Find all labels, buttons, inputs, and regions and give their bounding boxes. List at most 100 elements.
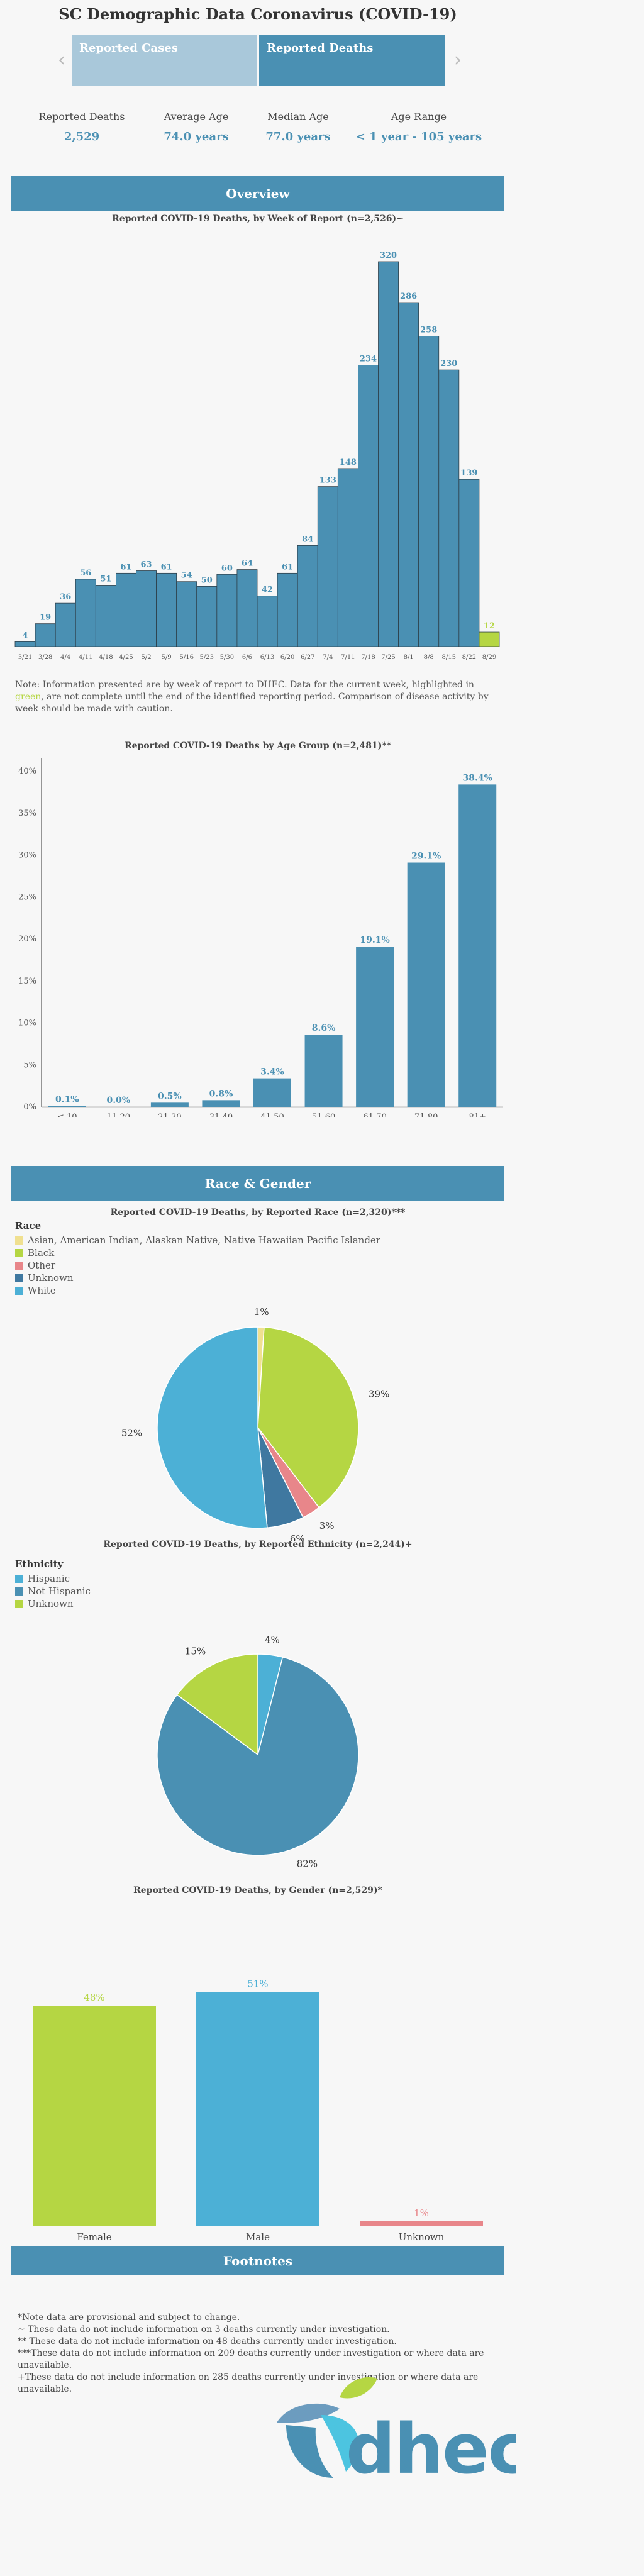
legend-swatch: [15, 1587, 23, 1596]
x-tick-label: 21-30: [158, 1113, 181, 1117]
bar: [304, 1035, 343, 1107]
bar-value-label: 63: [140, 560, 152, 570]
footnote: ** These data do not include information…: [18, 2336, 397, 2346]
legend-swatch: [15, 1599, 23, 1608]
bar-value-label: 61: [282, 562, 293, 572]
stat-age-range: Age Range < 1 year - 105 years: [343, 111, 494, 143]
bar-value-label: 234: [360, 354, 377, 364]
chart-title-age: Reported COVID-19 Deaths by Age Group (n…: [124, 741, 392, 751]
note-highlight: green: [15, 692, 42, 702]
legend-item: Unknown: [15, 1597, 91, 1610]
pie-slice-label: 4%: [265, 1634, 280, 1645]
logo-leaf-green: [340, 2377, 377, 2399]
note-text-before: Note: Information presented are by week …: [15, 680, 474, 690]
legend-item: Asian, American Indian, Alaskan Native, …: [15, 1234, 380, 1246]
stat-label: Reported Deaths: [38, 111, 125, 123]
stat-label: Median Age: [267, 111, 329, 123]
x-tick-label: 8/29: [482, 654, 496, 661]
bar-value-label: 29.1%: [411, 852, 441, 862]
bar: [317, 486, 338, 647]
stat-reported-deaths: Reported Deaths 2,529: [25, 111, 138, 143]
bar: [14, 641, 36, 647]
logo-body-sky: [321, 2415, 359, 2472]
x-tick-label: 4/25: [119, 654, 133, 661]
pie-slice-label: 52%: [121, 1428, 142, 1439]
x-tick-label: 5/2: [141, 654, 151, 661]
bar: [438, 369, 460, 647]
section-header-overview: Overview: [11, 176, 504, 211]
legend-label: Unknown: [28, 1598, 74, 1609]
x-tick-label: 6/27: [301, 654, 314, 661]
bar: [196, 586, 218, 647]
legend-label: Other: [28, 1260, 56, 1271]
pie-slice: [157, 1326, 268, 1529]
bar-value-label: 19: [40, 613, 51, 623]
y-tick-label: 15%: [18, 977, 36, 986]
x-tick-label: 81+: [469, 1113, 486, 1117]
x-tick-label: 7/4: [323, 654, 333, 661]
footnote: ~ These data do not include information …: [18, 2324, 390, 2334]
bar: [202, 1100, 240, 1107]
bar: [75, 579, 96, 647]
bar-value-label: 12: [484, 621, 495, 631]
bar-value-label: 61: [120, 562, 131, 572]
bar-value-label: 0.0%: [106, 1096, 130, 1106]
bar: [116, 572, 136, 647]
bar: [407, 862, 445, 1107]
tab-reported-deaths[interactable]: Reported Deaths: [259, 35, 445, 86]
bar: [356, 947, 394, 1107]
legend-label: Asian, American Indian, Alaskan Native, …: [28, 1235, 380, 1246]
bar: [95, 585, 116, 647]
pie-slice: [176, 1653, 258, 1756]
legend-item: Black: [15, 1246, 380, 1259]
legend-label: White: [28, 1285, 56, 1296]
bar-value-label: 148: [340, 458, 357, 467]
gender-bar-chart: 48% Female 51% Male 1% Unknown: [33, 1978, 483, 2243]
x-tick-label: 71-80: [414, 1113, 438, 1117]
tab-reported-cases[interactable]: Reported Cases: [72, 35, 257, 86]
chevron-left-icon[interactable]: ‹: [58, 49, 65, 71]
legend-item: Hispanic: [15, 1572, 91, 1585]
x-tick-label: 11-20: [107, 1113, 130, 1117]
bar-value-label: 60: [221, 564, 233, 573]
bar: [236, 569, 258, 647]
x-tick-label: 41-50: [260, 1113, 284, 1117]
bar-value-label: 36: [60, 592, 71, 602]
logo-body-blue: [286, 2425, 333, 2478]
y-tick-label: 35%: [18, 809, 36, 818]
chart-title-gender: Reported COVID-19 Deaths, by Gender (n=2…: [133, 1885, 382, 1896]
pie-slice-label: 82%: [297, 1858, 318, 1869]
bar-value-label: 133: [319, 476, 336, 486]
x-tick-label: Unknown: [399, 2231, 445, 2243]
bar-value-label: 56: [80, 569, 91, 578]
chart-note: Note: Information presented are by week …: [15, 679, 499, 715]
bar-value-label: 64: [242, 559, 253, 569]
legend-item: Not Hispanic: [15, 1585, 91, 1597]
legend-swatch: [15, 1248, 23, 1257]
chevron-right-icon[interactable]: ›: [454, 49, 462, 71]
tab-strip: ‹ Reported Cases Reported Deaths ›: [58, 35, 462, 86]
bar: [360, 2221, 483, 2226]
legend-label: Not Hispanic: [28, 1585, 91, 1597]
pie-slice-label: 39%: [369, 1388, 389, 1399]
stat-median-age: Median Age 77.0 years: [242, 111, 355, 143]
bar-value-label: 8.6%: [312, 1023, 336, 1033]
x-tick-label: 51-60: [312, 1113, 335, 1117]
x-tick-label: 8/15: [442, 654, 456, 661]
x-tick-label: 6/6: [242, 654, 252, 661]
stat-value: < 1 year - 105 years: [355, 130, 482, 143]
legend-swatch: [15, 1261, 23, 1270]
legend-item: Other: [15, 1259, 380, 1272]
pie-slice-label: 15%: [185, 1646, 206, 1657]
x-tick-label: 8/8: [424, 654, 434, 661]
x-tick-label: 4/11: [79, 654, 92, 661]
logo-text: dhec: [346, 2409, 516, 2489]
x-tick-label: 8/1: [404, 654, 414, 661]
legend-item: Unknown: [15, 1272, 380, 1284]
bar: [176, 581, 197, 647]
bar: [257, 596, 278, 647]
stat-value: 77.0 years: [265, 130, 331, 143]
bar: [196, 1992, 319, 2226]
ethnicity-legend: Ethnicity Hispanic Not Hispanic Unknown: [15, 1558, 91, 1610]
pie-slice-label: 3%: [319, 1520, 335, 1531]
